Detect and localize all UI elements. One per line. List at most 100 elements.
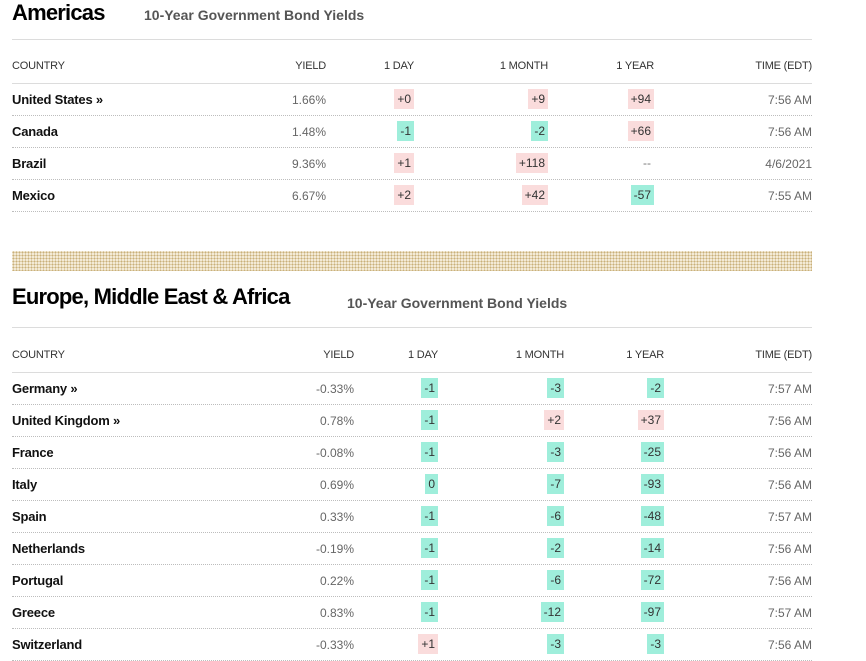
col-1year: 1 YEAR (616, 60, 654, 72)
time-value: 7:56 AM (767, 125, 812, 139)
country-link[interactable]: United Kingdom » (12, 413, 121, 428)
table-header: COUNTRY YIELD 1 DAY 1 MONTH 1 YEAR TIME … (12, 349, 812, 369)
col-1month: 1 MONTH (515, 349, 564, 361)
time-value: 7:56 AM (767, 574, 812, 588)
1month-change-badge: -12 (540, 602, 564, 622)
1day-change-badge: -1 (397, 121, 414, 141)
header-rule (12, 83, 812, 84)
americas-header: Americas 10-Year Government Bond Yields (12, 0, 812, 40)
1year-change-badge: -48 (640, 506, 664, 526)
country-link[interactable]: Canada (12, 124, 58, 139)
col-time: TIME (EDT) (755, 349, 812, 361)
yield-value: 0.69% (319, 478, 354, 492)
time-value: 7:55 AM (767, 189, 812, 203)
1month-change-badge: -7 (547, 474, 564, 494)
table-row: United Kingdom » 0.78% -1 +2 +37 7:56 AM (12, 405, 812, 437)
1day-change-badge: +1 (418, 634, 438, 654)
table-row: Brazil 9.36% +1 +118 -- 4/6/2021 (12, 148, 812, 180)
1day-change-badge: -1 (421, 410, 438, 430)
country-link[interactable]: Italy (12, 477, 38, 492)
1day-change-badge: +1 (394, 153, 414, 173)
yield-value: -0.08% (315, 446, 354, 460)
1day-change-badge: -1 (421, 506, 438, 526)
yield-value: 1.66% (291, 93, 326, 107)
yield-value: -0.19% (315, 542, 354, 556)
1day-change-badge: +2 (394, 185, 414, 205)
table-row: Italy 0.69% 0 -7 -93 7:56 AM (12, 469, 812, 501)
country-link[interactable]: Brazil (12, 156, 47, 171)
1day-change-badge: -1 (421, 442, 438, 462)
table-row: France -0.08% -1 -3 -25 7:56 AM (12, 437, 812, 469)
yield-value: -0.33% (315, 638, 354, 652)
1year-change-badge: -3 (647, 634, 664, 654)
country-link[interactable]: France (12, 445, 54, 460)
1month-change-badge: +118 (515, 153, 548, 173)
country-link[interactable]: United States » (12, 92, 103, 107)
table-row: Spain 0.33% -1 -6 -48 7:57 AM (12, 501, 812, 533)
emea-section: Europe, Middle East & Africa 10-Year Gov… (12, 284, 812, 661)
1month-change-badge: +42 (521, 185, 548, 205)
yield-value: 1.48% (291, 125, 326, 139)
1year-change-badge: -14 (640, 538, 664, 558)
time-value: 7:57 AM (767, 606, 812, 620)
col-country: COUNTRY (12, 60, 65, 72)
1year-change-badge: -93 (640, 474, 664, 494)
americas-section: Americas 10-Year Government Bond Yields … (12, 0, 812, 212)
country-link[interactable]: Spain (12, 509, 47, 524)
1month-change-badge: -2 (531, 121, 548, 141)
yield-value: 0.33% (319, 510, 354, 524)
section-rule (12, 327, 812, 328)
1day-change-badge: 0 (425, 474, 438, 494)
1year-change-badge: +37 (637, 410, 664, 430)
yield-value: 0.22% (319, 574, 354, 588)
1day-change-badge: -1 (421, 538, 438, 558)
1month-change-badge: -3 (547, 442, 564, 462)
1year-change-badge: -57 (630, 185, 654, 205)
country-link[interactable]: Netherlands (12, 541, 85, 556)
time-value: 7:57 AM (767, 382, 812, 396)
section-title: Americas (12, 0, 105, 25)
col-1month: 1 MONTH (499, 60, 548, 72)
country-link[interactable]: Switzerland (12, 637, 83, 652)
1year-change-badge: -2 (647, 378, 664, 398)
emea-header: Europe, Middle East & Africa 10-Year Gov… (12, 284, 812, 324)
header-rule (12, 372, 812, 373)
table-row: Netherlands -0.19% -1 -2 -14 7:56 AM (12, 533, 812, 565)
1year-change-badge: +94 (627, 89, 654, 109)
1month-change-badge: -3 (547, 634, 564, 654)
col-time: TIME (EDT) (755, 60, 812, 72)
table-row: Switzerland -0.33% +1 -3 -3 7:56 AM (12, 629, 812, 661)
table-row: United States » 1.66% +0 +9 +94 7:56 AM (12, 84, 812, 116)
col-yield: YIELD (295, 60, 326, 72)
country-link[interactable]: Portugal (12, 573, 64, 588)
1day-change-badge: -1 (421, 378, 438, 398)
1month-change-badge: -3 (547, 378, 564, 398)
section-subtitle: 10-Year Government Bond Yields (144, 7, 365, 23)
country-link[interactable]: Mexico (12, 188, 55, 203)
col-country: COUNTRY (12, 349, 65, 361)
1day-change-badge: -1 (421, 570, 438, 590)
table-row: Portugal 0.22% -1 -6 -72 7:56 AM (12, 565, 812, 597)
time-value: 7:56 AM (767, 93, 812, 107)
yield-value: -0.33% (315, 382, 354, 396)
section-divider-band (12, 251, 812, 271)
1year-change-badge: -97 (640, 602, 664, 622)
1month-change-badge: -6 (547, 506, 564, 526)
1year-change-badge: -72 (640, 570, 664, 590)
section-title: Europe, Middle East & Africa (12, 284, 290, 309)
table-row: Mexico 6.67% +2 +42 -57 7:55 AM (12, 180, 812, 212)
yield-value: 9.36% (291, 157, 326, 171)
table-row: Canada 1.48% -1 -2 +66 7:56 AM (12, 116, 812, 148)
time-value: 4/6/2021 (765, 157, 812, 171)
table-row: Germany » -0.33% -1 -3 -2 7:57 AM (12, 373, 812, 405)
col-1day: 1 DAY (384, 60, 414, 72)
1month-change-badge: +9 (528, 89, 548, 109)
1day-change-badge: +0 (394, 89, 414, 109)
country-link[interactable]: Greece (12, 605, 55, 620)
1year-change-badge: +66 (627, 121, 654, 141)
time-value: 7:56 AM (767, 638, 812, 652)
col-1year: 1 YEAR (626, 349, 664, 361)
country-link[interactable]: Germany » (12, 381, 78, 396)
time-value: 7:56 AM (767, 542, 812, 556)
time-value: 7:57 AM (767, 510, 812, 524)
